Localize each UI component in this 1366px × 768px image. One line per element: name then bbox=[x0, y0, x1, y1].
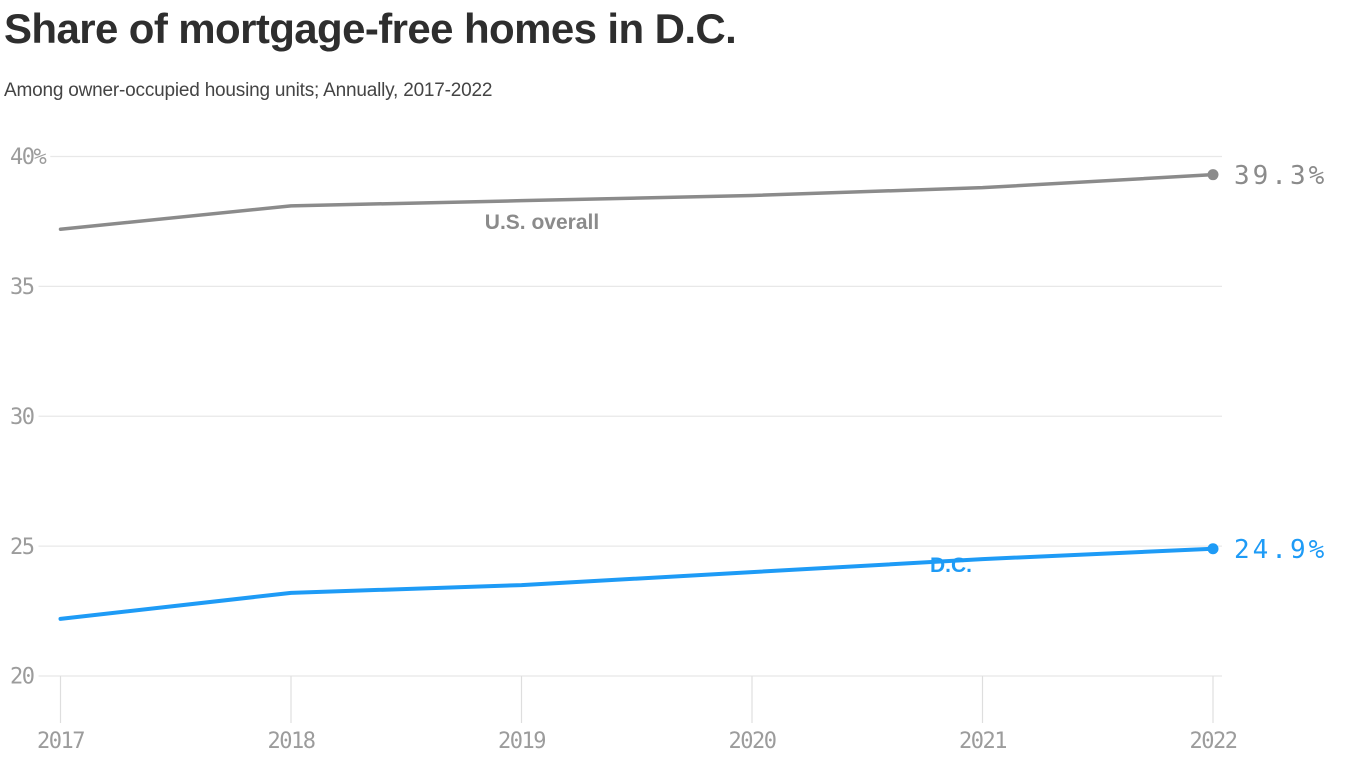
x-tick-label: 2018 bbox=[268, 729, 315, 754]
series-end-dot-dc bbox=[1207, 543, 1219, 555]
y-tick-label: 20 bbox=[10, 665, 34, 690]
x-tick-label: 2019 bbox=[498, 729, 545, 754]
series-line-us-overall bbox=[58, 172, 1215, 231]
x-tick-label: 2020 bbox=[729, 729, 776, 754]
y-tick-label: 30 bbox=[10, 405, 34, 430]
x-tick-label: 2022 bbox=[1190, 729, 1237, 754]
x-tick-label: 2021 bbox=[959, 729, 1006, 754]
chart-header: Share of mortgage-free homes in D.C. Amo… bbox=[4, 0, 737, 102]
x-tick-label: 2017 bbox=[37, 729, 84, 754]
series-inline-label: U.S. overall bbox=[485, 211, 599, 234]
y-tick-label: 35 bbox=[10, 275, 34, 300]
chart-subtitle: Among owner-occupied housing units; Annu… bbox=[4, 80, 493, 102]
series-end-value-label: 24.9% bbox=[1234, 535, 1327, 565]
series-inline-label: D.C. bbox=[930, 554, 972, 577]
y-tick-label: 25 bbox=[10, 535, 34, 560]
series-line-dc bbox=[58, 546, 1215, 621]
series-end-dot-us-overall bbox=[1207, 169, 1219, 181]
chart-title: Share of mortgage-free homes in D.C. bbox=[4, 5, 737, 52]
y-tick-label: 40% bbox=[10, 145, 46, 170]
series-end-value-label: 39.3% bbox=[1234, 161, 1327, 191]
